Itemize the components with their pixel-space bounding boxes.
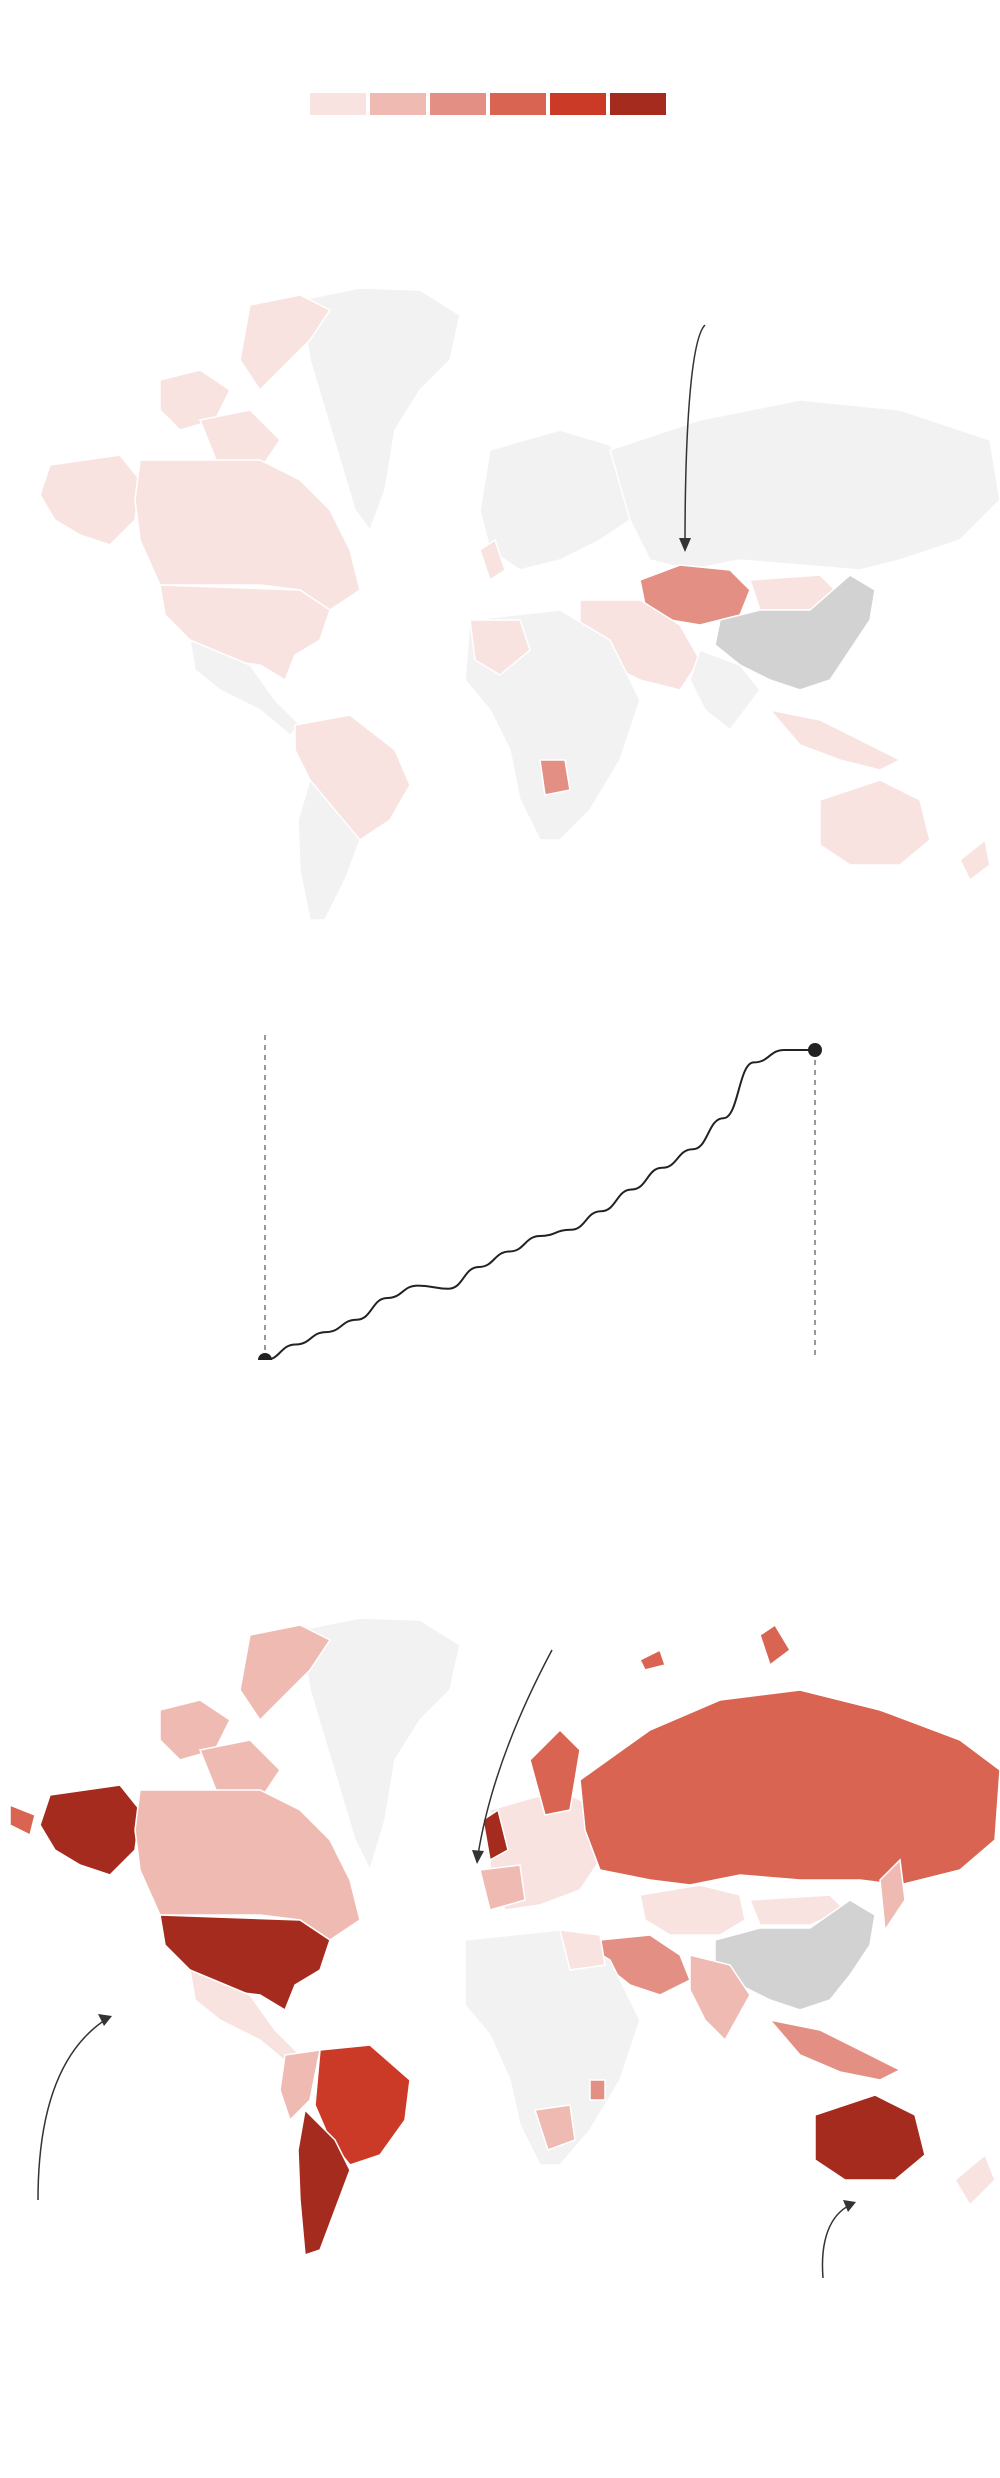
end-point [808, 1043, 822, 1057]
region-argentina [297, 2108, 351, 2257]
region-kazakhstan [639, 1884, 746, 1936]
region-france-spain [479, 1864, 526, 1911]
region-greenland [299, 287, 461, 532]
line-chart [258, 1035, 822, 1360]
series-line [264, 1049, 815, 1360]
annotation-arrow-kazakhstan [684, 324, 706, 546]
region-europe [479, 429, 641, 571]
region-canada-islands [239, 294, 332, 392]
annotation-arrow-australia [821, 2204, 851, 2279]
region-alaska [39, 1784, 141, 1876]
region-egypt [559, 1929, 606, 1971]
annotation-arrow-usa [37, 2019, 106, 2201]
region-uk [479, 538, 506, 582]
start-point [258, 1353, 272, 1360]
region-brazil [314, 2044, 411, 2166]
region-australia [819, 779, 931, 866]
region-south-america-south [297, 778, 361, 921]
region-north-africa-west [469, 619, 531, 676]
region-southeast-asia [768, 708, 902, 771]
legend-swatch-6 [610, 93, 666, 115]
region-south-america-north [294, 714, 411, 841]
region-uk [482, 1808, 509, 1862]
legend-swatch-3 [430, 93, 486, 115]
region-scandinavia [529, 1728, 581, 1816]
world-map-top [39, 287, 1000, 921]
region-angola [539, 759, 571, 796]
legend-swatch-1 [310, 93, 366, 115]
color-scale-legend [310, 93, 666, 115]
annotation-arrow-uk [477, 1649, 553, 1856]
region-alaska [39, 454, 141, 546]
region-greenland [299, 1617, 461, 1873]
legend-swatch-4 [490, 93, 546, 115]
region-southeast-asia [768, 2018, 902, 2081]
region-colombia-peru [279, 2049, 321, 2122]
region-russia [579, 1689, 1000, 1886]
region-russia [609, 399, 1000, 571]
region-australia [814, 2094, 926, 2181]
region-canada-islands [239, 1624, 332, 1722]
region-usa [159, 1914, 331, 2012]
region-india [689, 1954, 751, 2042]
legend-swatch-5 [550, 93, 606, 115]
region-india [689, 649, 761, 732]
world-map-bottom [9, 1617, 1000, 2279]
region-africa [464, 1929, 641, 2166]
region-japan [879, 1858, 906, 1933]
region-south-africa [534, 2104, 576, 2151]
region-usa [159, 584, 331, 682]
region-mexico [189, 638, 302, 737]
legend-swatch-2 [370, 93, 426, 115]
